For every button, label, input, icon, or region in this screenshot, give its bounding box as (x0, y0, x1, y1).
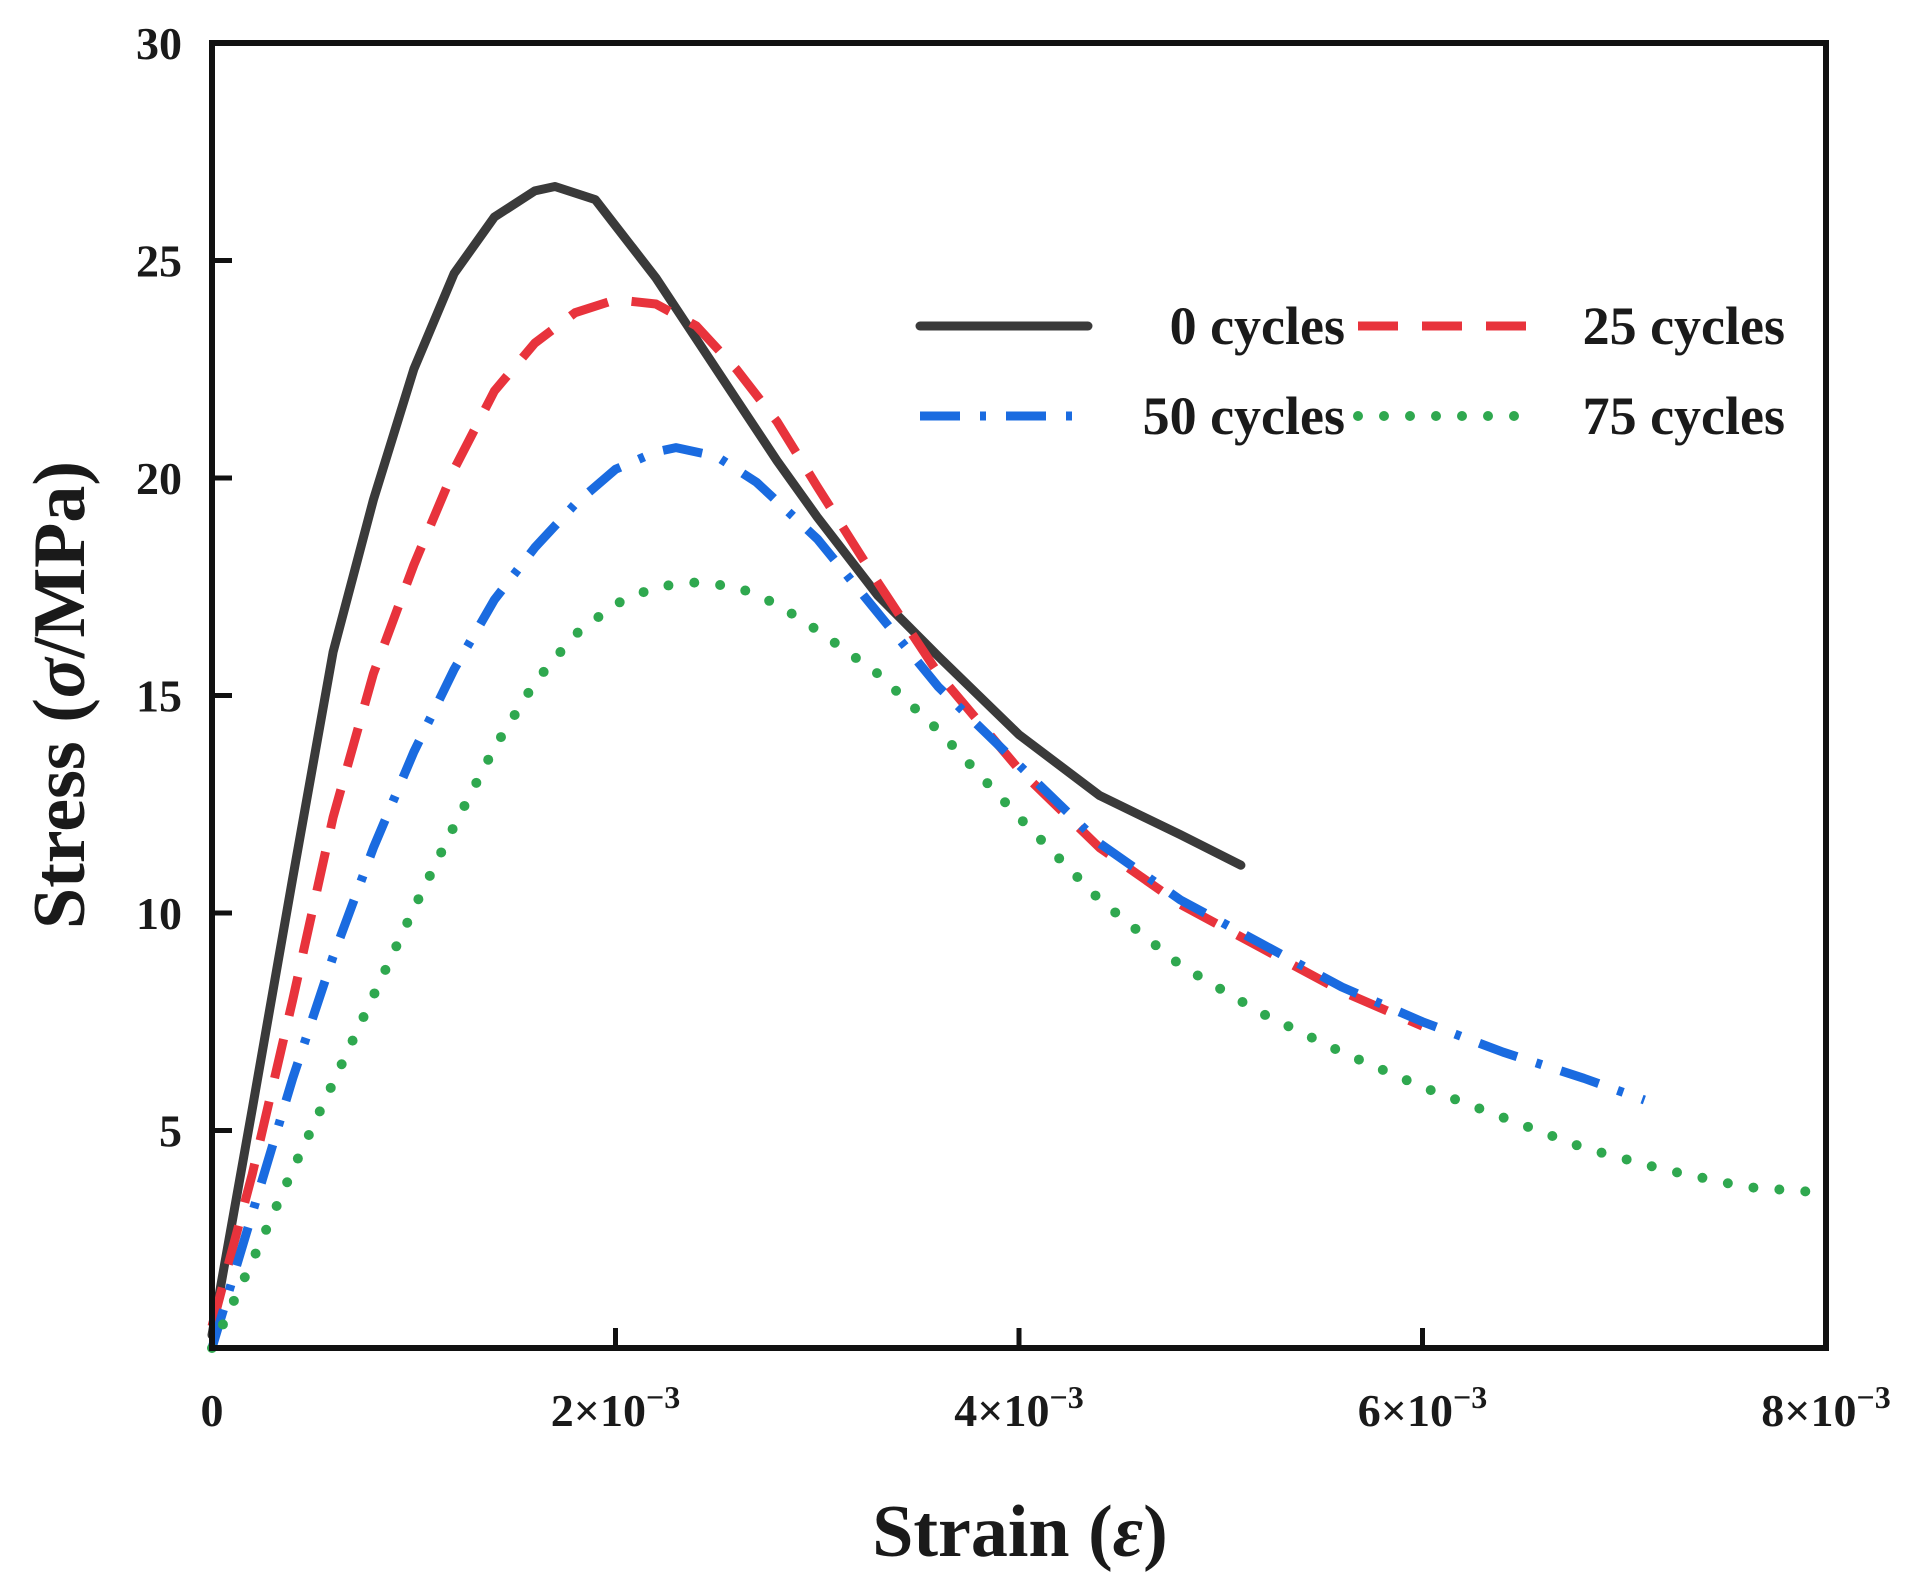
y-axis: 5 10 15 20 25 30 (136, 18, 232, 1157)
x-tick-base: 6×10 (1358, 1385, 1453, 1436)
y-tick-label: 10 (136, 888, 182, 939)
legend: 0 cycles 25 cycles 50 cycles 75 cycles (915, 296, 1785, 446)
x-tick-exponent: −3 (1453, 1379, 1487, 1415)
x-tick-exponent: −3 (1856, 1379, 1890, 1415)
x-tick-exponent: −3 (1049, 1379, 1083, 1415)
x-tick-base: 8×10 (1761, 1385, 1856, 1436)
x-tick-label: 8×10−3 (1761, 1379, 1890, 1436)
x-tick-label: 2×10−3 (551, 1379, 680, 1436)
x-tick-label: 4×10−3 (954, 1379, 1083, 1436)
x-axis-title: Strain (ε) (872, 1491, 1168, 1573)
x-tick-base: 2×10 (551, 1385, 646, 1436)
legend-label-50-cycles: 50 cycles (1143, 386, 1345, 446)
legend-label-75-cycles: 75 cycles (1583, 386, 1785, 446)
plot-frame (209, 40, 1829, 1351)
y-tick-label: 25 (136, 236, 182, 287)
x-tick-base: 0 (201, 1385, 224, 1436)
y-tick-label: 30 (136, 18, 182, 69)
y-tick-label: 20 (136, 453, 182, 504)
x-tick-exponent: −3 (646, 1379, 680, 1415)
series-line-25-cycles (207, 295, 1425, 1328)
series-line-75-cycles (207, 577, 1811, 1353)
x-axis-title-prefix: Strain ( (872, 1491, 1113, 1573)
x-axis: 0 2×10−3 4×10−3 6×10−3 8×10−3 (201, 1328, 1891, 1436)
x-tick-label: 0 (201, 1385, 224, 1436)
y-axis-title-symbol: σ (19, 656, 101, 698)
legend-label-0-cycles: 0 cycles (1170, 296, 1345, 356)
series-line-50-cycles (207, 443, 1646, 1350)
series-line-0-cycles (207, 182, 1246, 1340)
x-tick-label: 6×10−3 (1358, 1379, 1487, 1436)
series-layer (207, 182, 1811, 1353)
x-axis-title-suffix: ) (1143, 1491, 1168, 1573)
x-tick-base: 4×10 (954, 1385, 1049, 1436)
legend-label-25-cycles: 25 cycles (1583, 296, 1785, 356)
x-axis-title-symbol: ε (1113, 1491, 1143, 1573)
y-axis-title-prefix: Stress ( (19, 698, 101, 929)
y-tick-label: 15 (136, 671, 182, 722)
y-tick-label: 5 (159, 1106, 182, 1157)
y-axis-title: Stress (σ/MPa) (19, 461, 101, 929)
y-axis-title-suffix: /MPa) (19, 461, 101, 659)
